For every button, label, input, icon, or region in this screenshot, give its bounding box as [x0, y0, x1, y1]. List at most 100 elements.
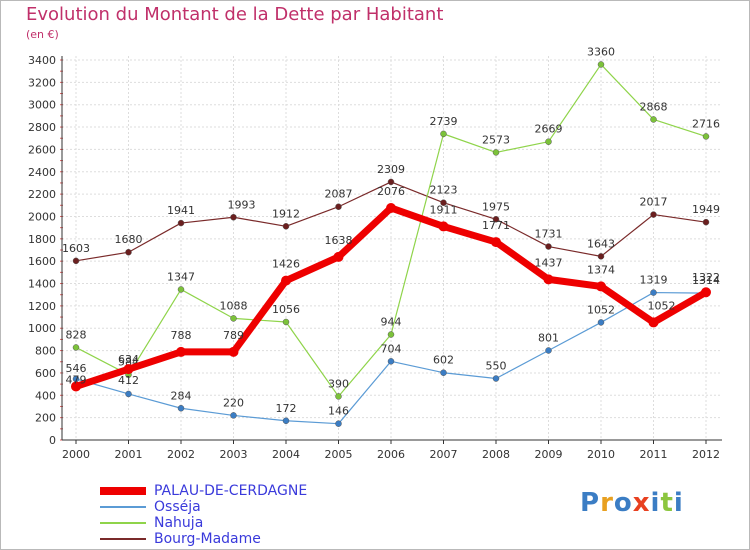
data-label-bourg-madame: 2309 [377, 163, 405, 176]
data-point-bourg-madame [650, 211, 657, 218]
data-point-nahuja [72, 344, 80, 351]
x-tick-label: 2006 [377, 448, 405, 461]
data-point-osseja [387, 358, 395, 365]
y-tick-label: 1800 [28, 233, 56, 246]
y-tick-label: 3000 [28, 99, 56, 112]
x-tick-label: 2000 [62, 448, 90, 461]
legend-label-bourg-madame: Bourg-Madame [154, 531, 261, 547]
data-label-osseja: 704 [381, 342, 402, 355]
data-label-nahuja: 2739 [430, 115, 458, 128]
data-label-bourg-madame: 1941 [167, 204, 195, 217]
data-label-osseja: 602 [433, 354, 454, 367]
data-point-nahuja [597, 61, 605, 68]
data-point-bourg-madame [230, 214, 237, 221]
logo-letter: i [650, 488, 661, 518]
data-label-bourg-madame: 1680 [115, 233, 143, 246]
legend-label-osseja: Osséja [154, 499, 201, 515]
data-label-bourg-madame: 1993 [228, 198, 256, 211]
proxiti-logo: Proxiti [580, 488, 684, 518]
data-point-palau [648, 317, 659, 328]
data-label-osseja: 546 [66, 362, 87, 375]
data-point-osseja [125, 390, 132, 398]
data-label-nahuja: 390 [328, 377, 349, 390]
x-tick-label: 2011 [640, 448, 668, 461]
y-tick-label: 400 [35, 389, 56, 402]
data-label-osseja: 1052 [587, 303, 615, 316]
logo-letter: i [673, 488, 684, 518]
data-label-palau: 788 [171, 329, 192, 342]
data-label-bourg-madame: 2017 [640, 196, 668, 209]
data-label-nahuja: 3360 [587, 45, 615, 58]
data-label-osseja: 146 [328, 405, 349, 418]
y-tick-label: 3400 [28, 54, 56, 67]
y-tick-label: 2600 [28, 143, 56, 156]
data-point-bourg-madame [492, 216, 500, 223]
data-point-bourg-madame [440, 199, 447, 206]
data-point-palau [71, 381, 81, 392]
data-label-palau: 789 [223, 329, 244, 342]
x-tick-label: 2004 [272, 448, 300, 461]
data-point-osseja [335, 420, 342, 427]
data-point-palau [596, 281, 606, 292]
x-tick-label: 2010 [587, 448, 615, 461]
chart-unit-label: (en €) [26, 28, 59, 41]
legend-swatch-osseja [100, 506, 146, 508]
data-label-palau: 1437 [535, 256, 563, 269]
data-label-nahuja: 944 [381, 315, 402, 328]
y-tick-label: 1000 [28, 322, 56, 335]
y-tick-label: 200 [35, 412, 56, 425]
data-point-nahuja [440, 130, 447, 138]
y-tick-label: 1400 [28, 278, 56, 291]
data-point-palau [438, 221, 449, 232]
logo-letter: x [632, 488, 651, 518]
logo-letter: r [600, 488, 614, 518]
x-tick-label: 2003 [220, 448, 248, 461]
data-point-nahuja [282, 318, 290, 326]
data-point-palau [543, 274, 554, 285]
data-point-bourg-madame [702, 218, 710, 226]
data-point-palau [701, 287, 711, 298]
data-label-palau: 1322 [692, 271, 720, 284]
legend-label-palau: PALAU-DE-CERDAGNE [154, 483, 308, 499]
data-point-nahuja [702, 133, 710, 140]
y-tick-label: 0 [49, 434, 56, 447]
data-point-bourg-madame [125, 248, 132, 256]
data-label-palau: 479 [66, 373, 87, 386]
data-label-palau: 1638 [325, 234, 353, 247]
data-point-palau [176, 346, 186, 357]
legend-swatch-palau [100, 487, 146, 495]
data-point-osseja [440, 369, 447, 376]
data-label-nahuja: 1056 [272, 303, 300, 316]
data-point-osseja [230, 412, 237, 419]
logo-letter: P [580, 488, 601, 518]
logo-letter: o [613, 488, 633, 518]
y-tick-label: 2000 [28, 210, 56, 223]
data-label-bourg-madame: 1731 [535, 228, 563, 241]
data-point-palau [228, 346, 239, 357]
legend-label-nahuja: Nahuja [154, 515, 204, 531]
data-point-nahuja [177, 286, 185, 293]
data-point-bourg-madame [177, 219, 185, 227]
logo-letter: t [660, 488, 674, 518]
data-label-nahuja: 828 [66, 328, 87, 341]
data-label-bourg-madame: 1912 [272, 207, 300, 220]
data-point-palau [333, 251, 344, 262]
data-label-osseja: 1314 [692, 274, 720, 287]
data-label-osseja: 1319 [640, 274, 668, 287]
data-point-osseja [545, 347, 552, 354]
x-tick-label: 2009 [535, 448, 563, 461]
data-label-bourg-madame: 2087 [325, 188, 353, 201]
data-point-osseja [282, 417, 290, 425]
data-point-osseja [177, 405, 185, 412]
plot-area [62, 56, 722, 440]
data-point-nahuja [335, 393, 342, 400]
data-point-bourg-madame [72, 257, 80, 265]
data-point-bourg-madame [545, 243, 552, 250]
data-label-bourg-madame: 1603 [62, 242, 90, 255]
y-tick-label: 600 [35, 367, 56, 380]
data-point-palau [491, 237, 501, 248]
data-label-nahuja: 1347 [167, 270, 195, 283]
x-tick-label: 2008 [482, 448, 510, 461]
data-point-bourg-madame [387, 178, 395, 186]
data-label-palau: 634 [118, 353, 139, 366]
